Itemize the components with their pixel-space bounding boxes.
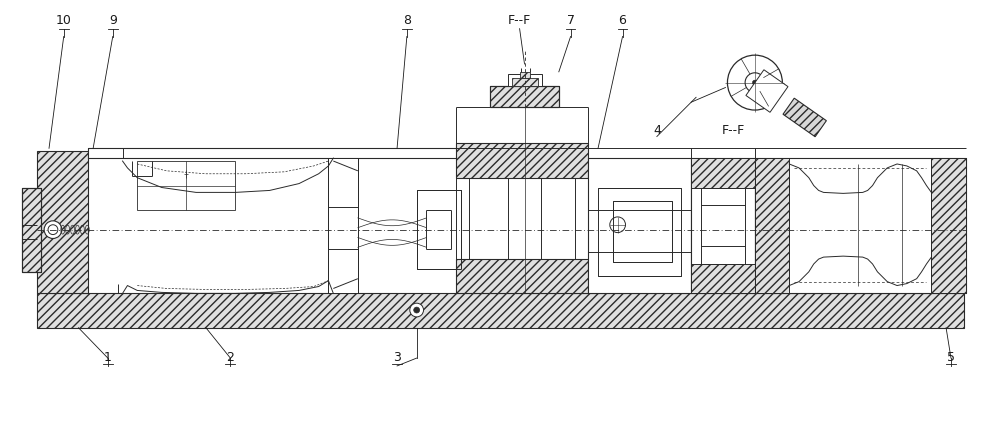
Bar [328,158,358,293]
Bar [456,259,588,293]
Bar [37,293,964,328]
Text: 5: 5 [947,351,955,364]
Bar [22,187,41,272]
Bar [508,74,542,85]
Text: F--F: F--F [722,124,745,136]
Bar [88,148,569,158]
Text: F--F: F--F [508,14,531,27]
Circle shape [745,73,765,92]
Bar [755,158,966,293]
Text: 1: 1 [104,351,112,364]
Bar [490,85,559,107]
Bar [512,78,538,85]
Circle shape [44,221,62,238]
Circle shape [410,303,424,317]
Text: 2: 2 [226,351,234,364]
Polygon shape [746,70,788,112]
Bar [598,187,681,276]
Bar [520,72,530,78]
Text: 3: 3 [393,351,401,364]
Bar [691,158,755,293]
Text: 8: 8 [403,14,411,27]
Bar [37,151,88,293]
Bar [456,143,588,178]
Bar [691,264,755,293]
Circle shape [752,80,757,85]
Text: 10: 10 [56,14,72,27]
Circle shape [727,55,782,110]
Bar [613,201,672,262]
Circle shape [48,225,58,235]
Bar [137,161,235,210]
Bar [417,190,461,269]
Circle shape [414,307,420,313]
Bar [490,85,559,107]
Circle shape [610,217,625,232]
Bar [691,158,755,187]
Bar [931,158,966,293]
Bar [22,187,41,272]
Polygon shape [783,98,826,137]
Bar [755,158,789,293]
Text: 7: 7 [567,14,575,27]
Text: 6: 6 [619,14,626,27]
Bar [588,158,691,293]
Text: 4: 4 [653,124,661,136]
Text: 9: 9 [109,14,117,27]
